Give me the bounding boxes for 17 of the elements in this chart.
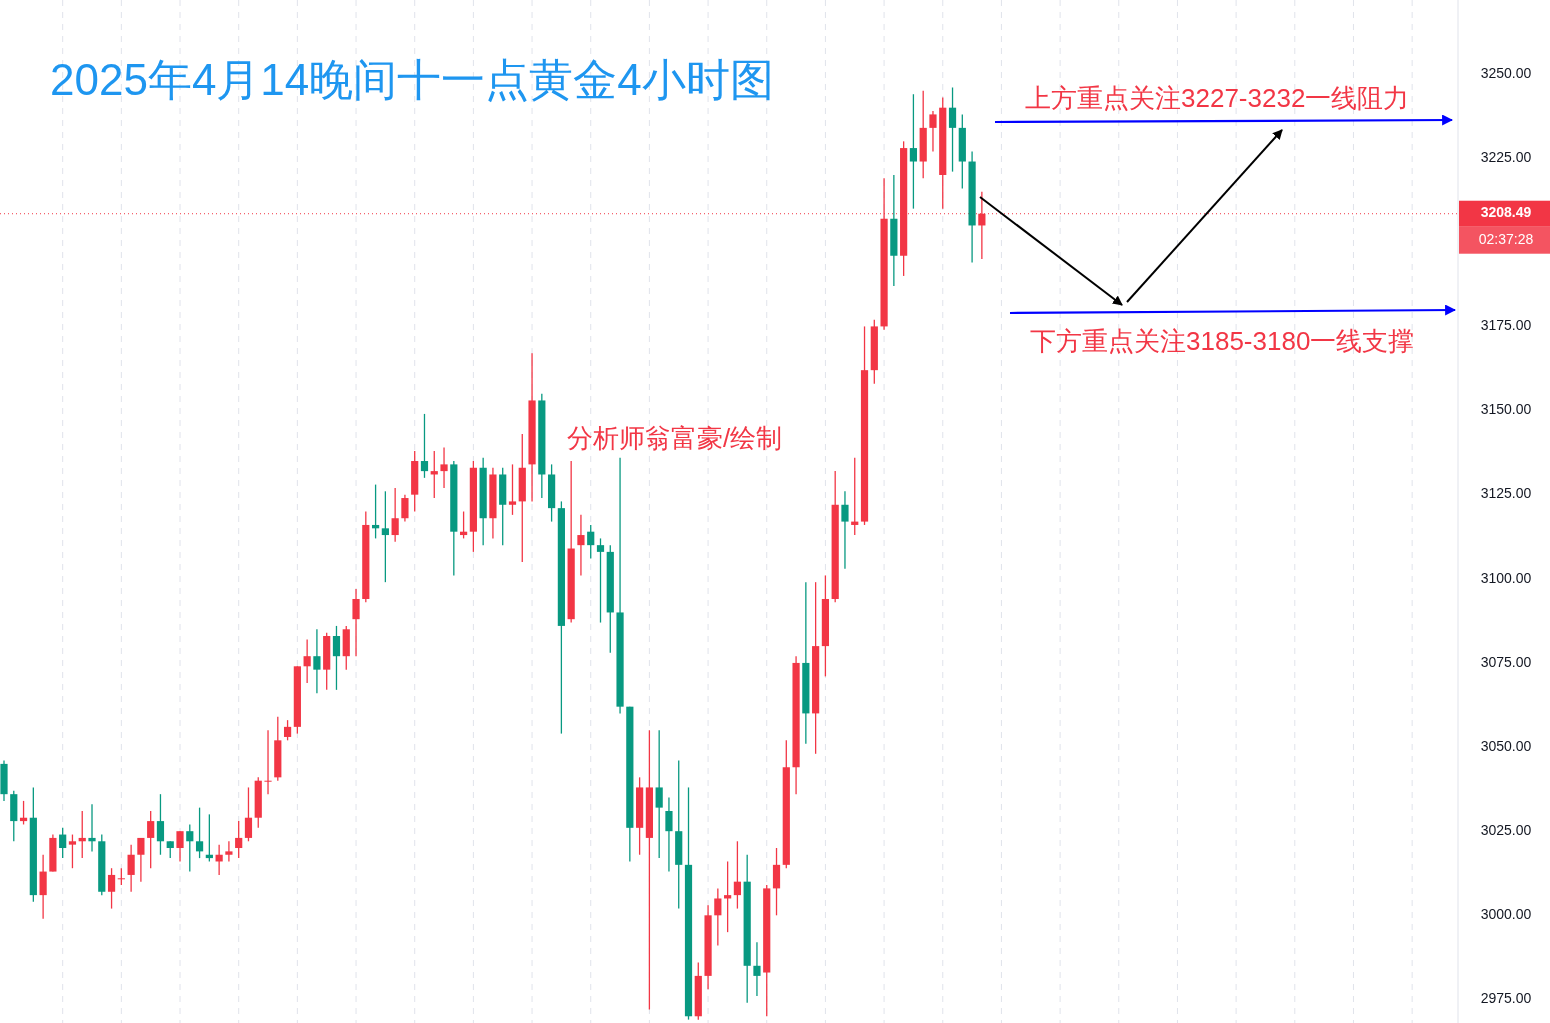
ref-line-label: 3208.49 [1480,204,1532,221]
annotation: 分析师翁富豪/绘制 [567,423,783,453]
y-tick-label: 3225.00 [1480,148,1532,165]
y-tick-label: 3175.00 [1480,317,1532,334]
annotation: 下方重点关注3185-3180一线支撑 [1030,326,1415,356]
y-tick-label: 3100.00 [1480,569,1532,586]
y-tick-label: 3150.00 [1480,401,1532,418]
annotation: 上方重点关注3227-3232一线阻力 [1025,83,1410,113]
y-tick-label: 3000.00 [1480,906,1532,923]
y-tick-label: 3125.00 [1480,485,1532,502]
y-tick-label: 3250.00 [1480,64,1532,81]
text: 02:37:28 [1478,230,1534,247]
y-tick-label: 2975.00 [1480,990,1532,1007]
text: 2025年4月14晚间十一点黄金4小时图 [50,55,774,104]
y-tick-label: 3050.00 [1480,737,1532,754]
y-tick-label: 3025.00 [1480,821,1532,838]
y-tick-label: 3075.00 [1480,653,1532,670]
